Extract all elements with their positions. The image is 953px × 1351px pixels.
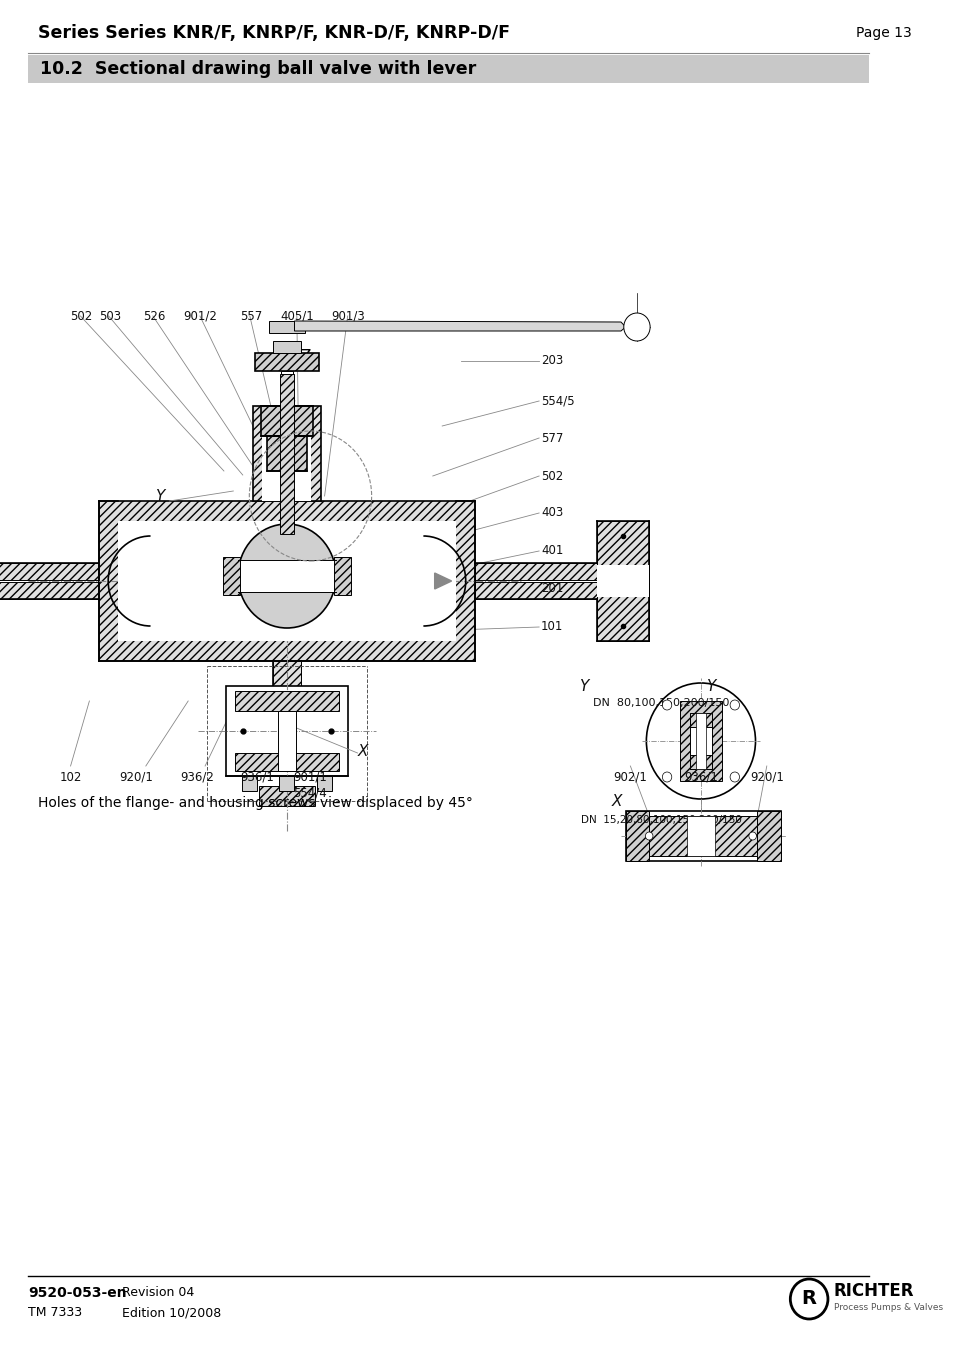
Text: 9520-053-en: 9520-053-en bbox=[29, 1286, 127, 1300]
Text: 554/4: 554/4 bbox=[294, 786, 327, 798]
Circle shape bbox=[623, 313, 649, 340]
Bar bbox=[117, 521, 456, 640]
Bar bbox=[689, 713, 712, 769]
Text: Revision 04: Revision 04 bbox=[122, 1286, 194, 1300]
Bar bbox=[686, 816, 715, 857]
Bar bbox=[280, 374, 294, 534]
Bar bbox=[260, 407, 313, 436]
Circle shape bbox=[697, 832, 704, 840]
Text: 101: 101 bbox=[540, 620, 563, 634]
Text: 557: 557 bbox=[239, 309, 262, 323]
Text: 503: 503 bbox=[99, 309, 121, 323]
Polygon shape bbox=[238, 561, 335, 592]
Text: 936/1: 936/1 bbox=[683, 771, 717, 784]
Text: 920/1: 920/1 bbox=[119, 771, 153, 784]
Bar bbox=[597, 521, 648, 640]
Bar bbox=[241, 775, 256, 790]
Text: Holes of the flange- and housing screws view displaced by 45°: Holes of the flange- and housing screws … bbox=[37, 796, 472, 811]
Text: 526: 526 bbox=[143, 309, 165, 323]
Text: X: X bbox=[611, 794, 621, 809]
Text: R: R bbox=[801, 1289, 816, 1309]
Text: 403: 403 bbox=[540, 507, 562, 520]
Text: 936/2: 936/2 bbox=[180, 771, 214, 784]
Text: TM 7333: TM 7333 bbox=[29, 1306, 82, 1320]
Circle shape bbox=[748, 832, 756, 840]
Bar bbox=[99, 501, 475, 661]
Circle shape bbox=[661, 771, 671, 782]
Text: 203: 203 bbox=[540, 354, 562, 367]
Circle shape bbox=[729, 700, 739, 711]
Text: DN  80,100,150,200/150: DN 80,100,150,200/150 bbox=[592, 698, 728, 708]
Text: 554/5: 554/5 bbox=[540, 394, 574, 408]
Text: RICHTER: RICHTER bbox=[833, 1282, 913, 1300]
Bar bbox=[235, 690, 338, 711]
Bar bbox=[689, 755, 712, 769]
Bar bbox=[223, 557, 239, 594]
Text: 901/3: 901/3 bbox=[331, 309, 365, 323]
Bar bbox=[29, 55, 868, 82]
Circle shape bbox=[729, 771, 739, 782]
Text: X: X bbox=[357, 744, 368, 759]
Bar bbox=[273, 661, 301, 686]
Text: Y: Y bbox=[155, 489, 165, 504]
Bar bbox=[253, 407, 320, 501]
Bar bbox=[235, 753, 338, 771]
Bar bbox=[254, 353, 318, 372]
Bar bbox=[269, 322, 305, 332]
Text: Page 13: Page 13 bbox=[855, 26, 911, 41]
Bar bbox=[625, 811, 781, 861]
Bar bbox=[226, 686, 348, 775]
Bar bbox=[281, 372, 293, 407]
Polygon shape bbox=[435, 573, 451, 589]
Text: DN  15,20,80,100,150,200/150: DN 15,20,80,100,150,200/150 bbox=[580, 815, 741, 825]
Text: 577: 577 bbox=[540, 431, 563, 444]
Bar bbox=[0, 563, 99, 580]
Bar bbox=[258, 786, 314, 807]
Circle shape bbox=[661, 700, 671, 711]
Bar bbox=[475, 582, 597, 598]
Text: 201: 201 bbox=[540, 582, 563, 596]
Text: Series Series KNR/F, KNRP/F, KNR-D/F, KNRP-D/F: Series Series KNR/F, KNRP/F, KNR-D/F, KN… bbox=[37, 24, 509, 42]
Text: 901/2: 901/2 bbox=[183, 309, 217, 323]
Text: Process Pumps & Valves: Process Pumps & Valves bbox=[833, 1302, 942, 1312]
Text: 902/1: 902/1 bbox=[613, 771, 647, 784]
Circle shape bbox=[646, 684, 755, 798]
Polygon shape bbox=[294, 322, 625, 331]
Bar bbox=[689, 713, 712, 727]
Bar bbox=[648, 816, 757, 857]
Text: 10.2  Sectional drawing ball valve with lever: 10.2 Sectional drawing ball valve with l… bbox=[39, 59, 476, 78]
Text: 102: 102 bbox=[59, 771, 82, 784]
Text: Z: Z bbox=[299, 349, 311, 366]
Text: Y: Y bbox=[578, 680, 587, 694]
Text: 502: 502 bbox=[71, 309, 92, 323]
Text: 920/1: 920/1 bbox=[749, 771, 783, 784]
Bar bbox=[597, 565, 648, 597]
Circle shape bbox=[789, 1279, 827, 1319]
Bar bbox=[757, 811, 781, 861]
Circle shape bbox=[238, 524, 335, 628]
Bar bbox=[273, 340, 301, 353]
Bar bbox=[277, 711, 296, 771]
Bar bbox=[262, 407, 311, 501]
Text: Y: Y bbox=[705, 680, 714, 694]
Text: 502: 502 bbox=[540, 470, 562, 482]
Text: 901/1: 901/1 bbox=[294, 771, 327, 784]
Bar bbox=[316, 775, 332, 790]
Bar bbox=[334, 557, 351, 594]
Text: 401: 401 bbox=[540, 544, 563, 558]
Bar bbox=[696, 713, 705, 769]
Text: 936/1: 936/1 bbox=[239, 771, 274, 784]
Bar bbox=[625, 811, 648, 861]
Bar bbox=[279, 775, 294, 790]
Bar bbox=[679, 701, 720, 781]
Bar bbox=[267, 436, 307, 471]
Bar bbox=[475, 563, 597, 580]
Text: Edition 10/2008: Edition 10/2008 bbox=[122, 1306, 221, 1320]
Bar bbox=[0, 582, 99, 598]
Text: 405/1: 405/1 bbox=[280, 309, 314, 323]
Circle shape bbox=[645, 832, 652, 840]
